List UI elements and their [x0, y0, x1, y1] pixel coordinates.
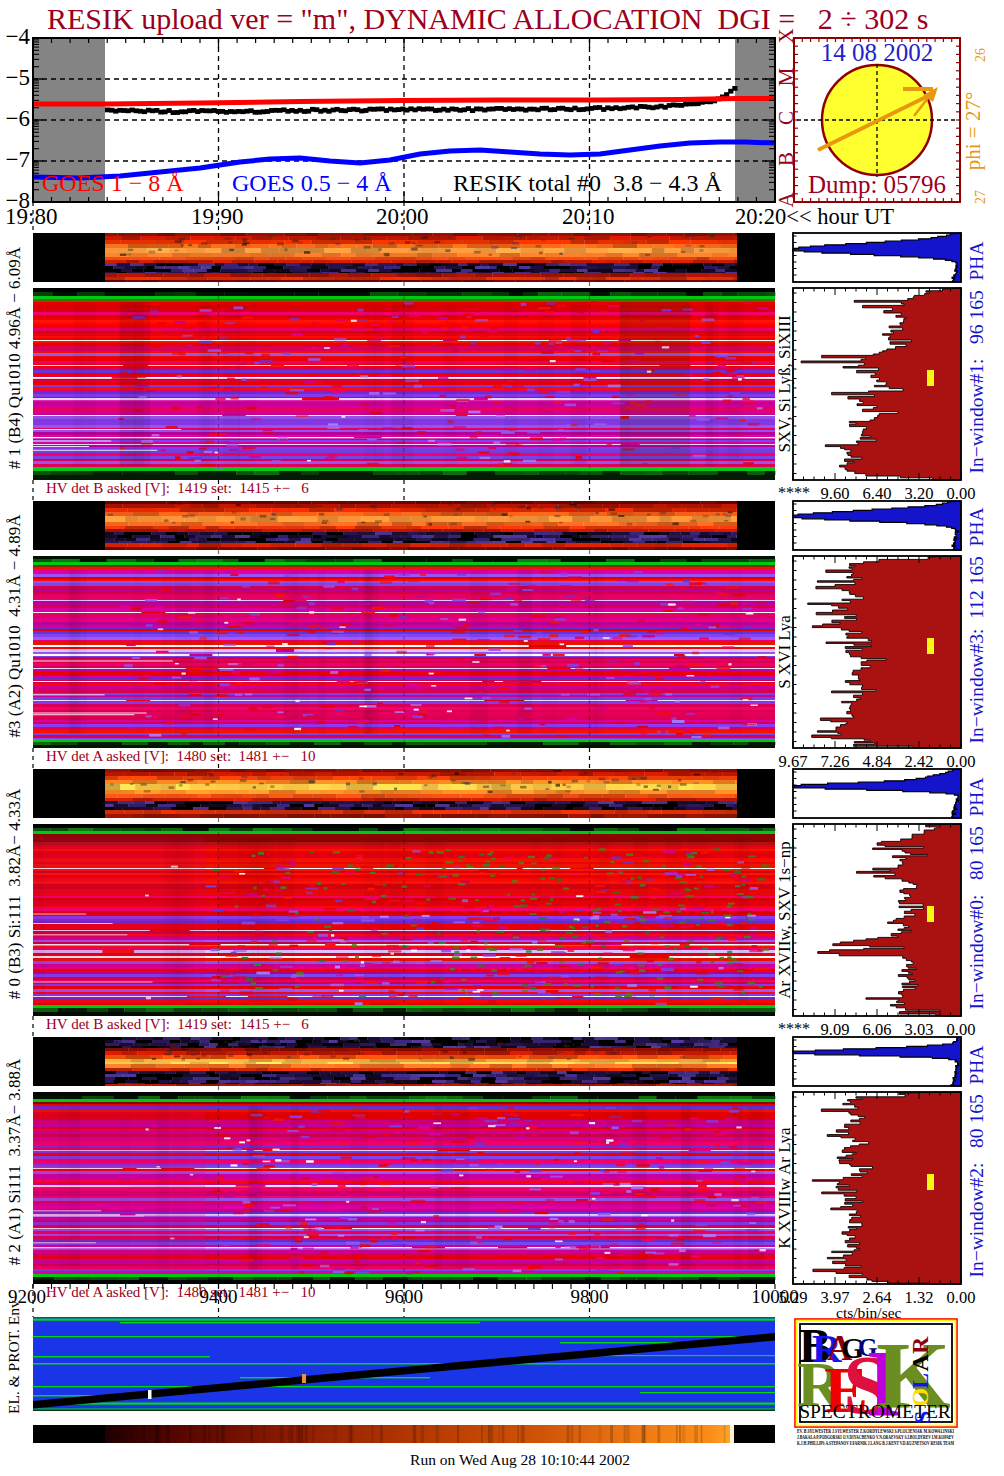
svg-text:EV. B.SYLWESTER J.SYLWESTER: EV. B.SYLWESTER J.SYLWESTER Z.KORDYLEWSK…	[797, 1428, 954, 1434]
svg-text:J.BAKALA P.PODGORSKI O.V.DIY: J.BAKALA P.PODGORSKI O.V.DIYACHENKO V.N.…	[797, 1434, 954, 1440]
svg-text:SPECTROMETER: SPECTROMETER	[799, 1401, 951, 1422]
svg-text:L: L	[907, 1373, 933, 1389]
svg-text:K.J.H.PHILLIPS A.STEPANOV F.: K.J.H.PHILLIPS A.STEPANOV F.FARNIK J.LAN…	[797, 1440, 954, 1446]
svg-text:A: A	[907, 1354, 933, 1372]
svg-text:R: R	[907, 1336, 933, 1354]
